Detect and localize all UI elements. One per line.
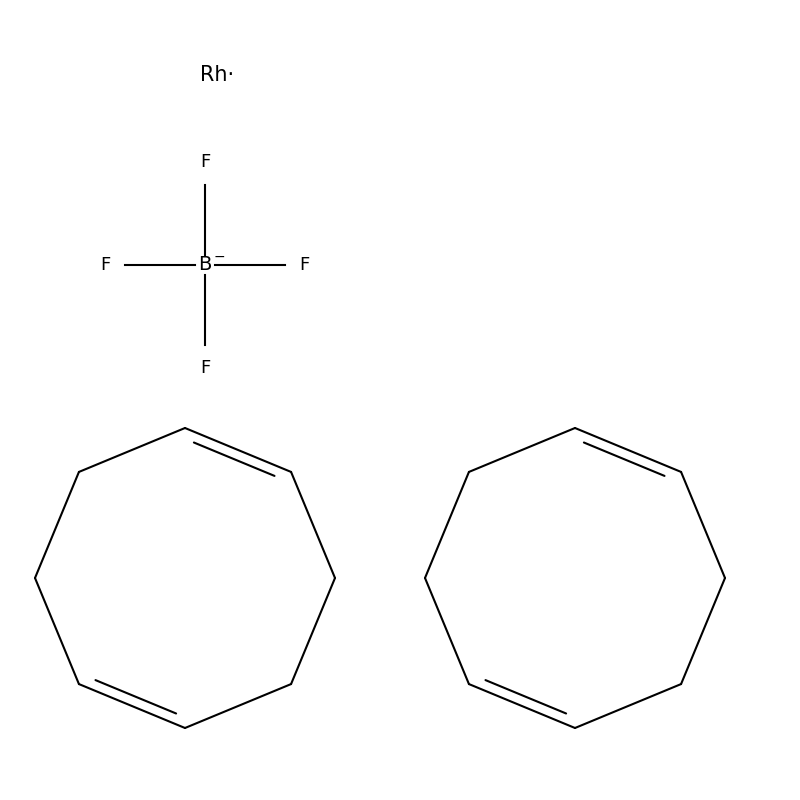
Text: F: F <box>200 359 210 377</box>
Text: Rh·: Rh· <box>200 65 234 85</box>
Text: −: − <box>214 250 226 264</box>
Text: F: F <box>200 153 210 171</box>
Text: F: F <box>299 256 310 274</box>
Text: B: B <box>198 255 212 274</box>
Text: F: F <box>101 256 111 274</box>
